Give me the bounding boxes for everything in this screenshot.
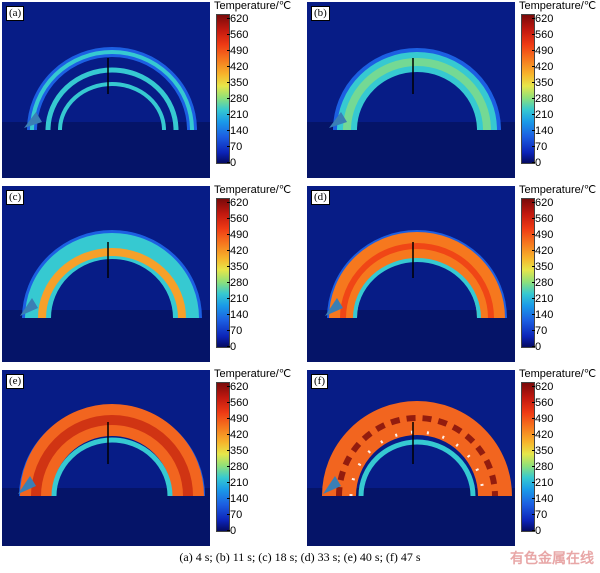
colorbar-tick: 70 <box>226 141 243 153</box>
colorbar-title: Temperature/℃ <box>214 368 292 380</box>
thermal-image-d: (d) <box>307 186 515 362</box>
colorbar-tick: 70 <box>226 325 243 337</box>
colorbar-tick: 620 <box>531 197 554 209</box>
colorbar-tick: 210 <box>226 109 249 121</box>
panel-label: (e) <box>6 374 25 389</box>
colorbar <box>216 382 230 532</box>
colorbar-tick: 210 <box>531 293 554 305</box>
colorbar-tick: 140 <box>226 125 249 137</box>
colorbar-tick: 70 <box>531 141 548 153</box>
colorbar-tick: 0 <box>226 341 237 353</box>
colorbar-tick: 620 <box>226 197 249 209</box>
colorbar-tick: 350 <box>226 445 249 457</box>
colorbar-tick: 420 <box>226 429 249 441</box>
colorbar-tick: 210 <box>531 477 554 489</box>
colorbar-tick: 620 <box>226 13 249 25</box>
colorbar-tick: 210 <box>226 477 249 489</box>
colorbar-tick: 490 <box>226 229 249 241</box>
colorbar-tick: 280 <box>226 93 249 105</box>
colorbar-title: Temperature/℃ <box>519 184 597 196</box>
colorbar-tick: 560 <box>226 397 249 409</box>
colorbar-tick: 0 <box>226 525 237 537</box>
colorbar-tick: 420 <box>226 245 249 257</box>
thermal-panel-a: (a) Temperature/℃ 620 560 490 420 350 28… <box>0 0 300 184</box>
colorbar-title: Temperature/℃ <box>214 0 292 12</box>
colorbar-tick: 140 <box>531 309 554 321</box>
thermal-panel-b: (b) Temperature/℃ 620 560 490 420 350 28… <box>305 0 600 184</box>
colorbar-title: Temperature/℃ <box>519 0 597 12</box>
colorbar-tick: 490 <box>531 413 554 425</box>
thermal-panel-d: (d) Temperature/℃ 620 560 490 420 350 28… <box>305 184 600 368</box>
colorbar-tick: 280 <box>226 277 249 289</box>
figure-caption: (a) 4 s; (b) 11 s; (c) 18 s; (d) 33 s; (… <box>179 550 421 564</box>
colorbar-tick: 0 <box>531 341 542 353</box>
colorbar-tick: 420 <box>226 61 249 73</box>
thermal-image-a: (a) <box>2 2 210 178</box>
panel-label: (b) <box>311 6 330 21</box>
thermal-image-f: (f) <box>307 370 515 546</box>
colorbar-title: Temperature/℃ <box>519 368 597 380</box>
colorbar-tick: 620 <box>531 381 554 393</box>
colorbar-tick: 620 <box>226 381 249 393</box>
colorbar-tick: 210 <box>531 109 554 121</box>
colorbar-tick: 490 <box>531 229 554 241</box>
colorbar-tick: 0 <box>226 157 237 169</box>
colorbar-tick: 560 <box>226 29 249 41</box>
colorbar-tick: 70 <box>531 325 548 337</box>
colorbar-tick: 140 <box>226 309 249 321</box>
colorbar-tick: 350 <box>226 261 249 273</box>
colorbar-tick: 140 <box>531 125 554 137</box>
colorbar-tick: 490 <box>531 45 554 57</box>
colorbar-tick: 560 <box>531 397 554 409</box>
colorbar-tick: 280 <box>531 277 554 289</box>
watermark: 有色金属在线 <box>510 551 594 567</box>
colorbar <box>521 14 535 164</box>
thermal-panel-f: (f) Temperature/℃ 620 560 490 420 350 28… <box>305 368 600 552</box>
colorbar-tick: 280 <box>226 461 249 473</box>
thermal-panel-c: (c) Temperature/℃ 620 560 490 420 350 28… <box>0 184 300 368</box>
colorbar-tick: 620 <box>531 13 554 25</box>
colorbar-tick: 560 <box>531 213 554 225</box>
panel-label: (a) <box>6 6 25 21</box>
colorbar-tick: 210 <box>226 293 249 305</box>
panel-label: (f) <box>311 374 328 389</box>
colorbar-tick: 560 <box>531 29 554 41</box>
colorbar-tick: 280 <box>531 461 554 473</box>
colorbar <box>521 382 535 532</box>
colorbar <box>521 198 535 348</box>
thermal-image-e: (e) <box>2 370 210 546</box>
thermal-panel-e: (e) Temperature/℃ 620 560 490 420 350 28… <box>0 368 300 552</box>
panel-label: (d) <box>311 190 330 205</box>
colorbar-title: Temperature/℃ <box>214 184 292 196</box>
colorbar <box>216 14 230 164</box>
colorbar-tick: 350 <box>531 445 554 457</box>
colorbar-tick: 420 <box>531 61 554 73</box>
colorbar-tick: 140 <box>226 493 249 505</box>
colorbar-tick: 70 <box>226 509 243 521</box>
colorbar-tick: 560 <box>226 213 249 225</box>
colorbar-tick: 140 <box>531 493 554 505</box>
colorbar <box>216 198 230 348</box>
colorbar-tick: 70 <box>531 509 548 521</box>
colorbar-tick: 490 <box>226 45 249 57</box>
thermal-image-b: (b) <box>307 2 515 178</box>
colorbar-tick: 350 <box>226 77 249 89</box>
colorbar-tick: 490 <box>226 413 249 425</box>
colorbar-tick: 420 <box>531 245 554 257</box>
colorbar-tick: 0 <box>531 525 542 537</box>
colorbar-tick: 0 <box>531 157 542 169</box>
colorbar-tick: 350 <box>531 77 554 89</box>
thermal-image-c: (c) <box>2 186 210 362</box>
panel-label: (c) <box>6 190 25 205</box>
colorbar-tick: 280 <box>531 93 554 105</box>
colorbar-tick: 350 <box>531 261 554 273</box>
colorbar-tick: 420 <box>531 429 554 441</box>
